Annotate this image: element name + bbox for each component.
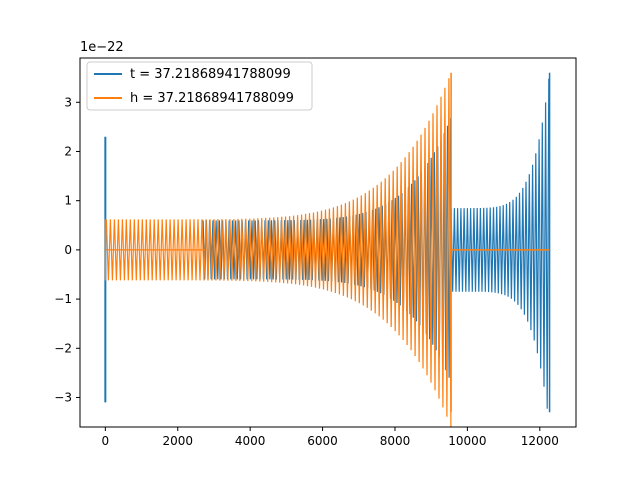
axes-frame <box>79 57 577 428</box>
series-h-segment-0 <box>105 78 452 427</box>
series-h <box>104 72 550 427</box>
y-tick-label: 2 <box>64 144 72 158</box>
x-tick-label: 4000 <box>235 434 266 448</box>
y-tick-label: −3 <box>54 390 72 404</box>
legend: t = 37.21868941788099 h = 37.21868941788… <box>86 61 313 111</box>
y-tick-label: −1 <box>54 292 72 306</box>
x-tick-label: 6000 <box>307 434 338 448</box>
x-tick-label: 2000 <box>162 434 193 448</box>
axes-layer: 0 2000 4000 6000 8000 10000 12000 −3 −2 −1 0 1 2 3 <box>54 57 577 448</box>
legend-box <box>86 61 313 111</box>
x-tick-label: 12000 <box>521 434 559 448</box>
y-tick-label: 0 <box>64 243 72 257</box>
y-tick-label: −2 <box>54 341 72 355</box>
x-tick-label: 0 <box>102 434 110 448</box>
legend-label-series-h: h = 37.21868941788099 <box>130 91 294 106</box>
legend-label-series-t: t = 37.21868941788099 <box>130 67 291 82</box>
y-tick-label: 1 <box>64 194 72 208</box>
x-tick-label: 10000 <box>448 434 486 448</box>
y-offset-text: 1e−22 <box>80 40 124 55</box>
x-tick-label: 8000 <box>380 434 411 448</box>
y-tick-label: 3 <box>64 95 72 109</box>
series-group <box>104 72 551 427</box>
series-t-segment-1 <box>450 78 550 409</box>
plot-layer <box>104 72 551 427</box>
